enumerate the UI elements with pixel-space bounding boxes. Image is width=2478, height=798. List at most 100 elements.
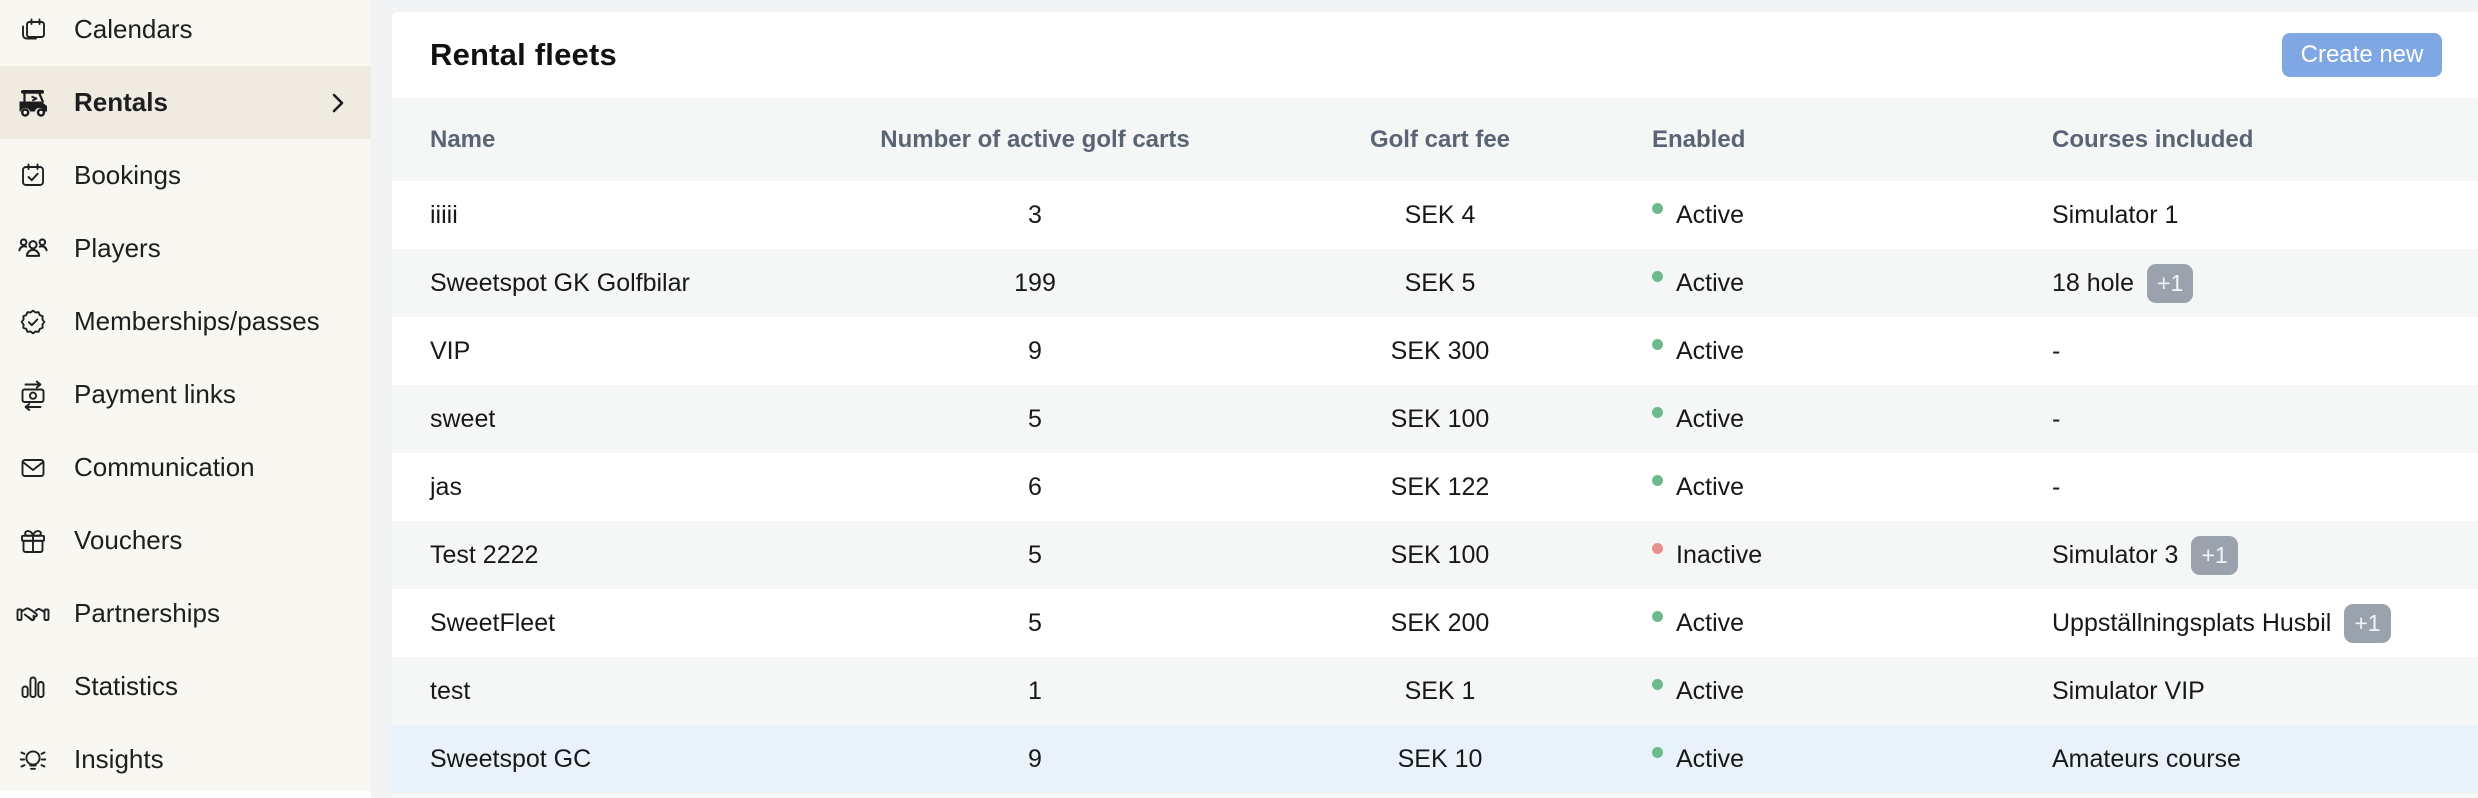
page-title: Rental fleets — [430, 37, 617, 72]
fleet-name-cell: SweetFleet — [430, 608, 556, 637]
sidebar-item-vouchers[interactable]: Vouchers — [0, 504, 371, 577]
sidebar-item-statistics[interactable]: Statistics — [0, 650, 371, 723]
enabled-status-cell: Inactive — [1652, 541, 2052, 570]
sidebar-item-label: Payment links — [74, 379, 236, 409]
active-status-dot-icon — [1652, 338, 1663, 350]
money-transfer-icon — [15, 378, 51, 412]
table-row[interactable]: jas 6 SEK 122 Active - — [392, 453, 2478, 521]
sidebar-item-label: Rentals — [74, 87, 168, 117]
sidebar-item-insights[interactable]: Insights — [0, 723, 371, 796]
active-carts-cell: 1 — [1028, 676, 1042, 705]
golf-cart-fee-cell: SEK 1 — [1404, 676, 1476, 705]
column-header-carts: Number of active golf carts — [880, 125, 1190, 153]
status-label: Active — [1676, 608, 1745, 637]
status-label: Active — [1676, 200, 1745, 229]
sidebar-item-payment-links[interactable]: Payment links — [0, 358, 371, 431]
table-row[interactable]: Sweetspot GC 9 SEK 10 Active Amateurs course — [392, 725, 2478, 793]
golf-cart-fee-cell: SEK 200 — [1390, 608, 1490, 637]
active-status-dot-icon — [1652, 270, 1663, 282]
chevron-right-icon — [325, 88, 351, 118]
table-header-row: Name Number of active golf carts Golf ca… — [392, 98, 2478, 181]
status-label: Active — [1676, 268, 1745, 297]
table-body: iiiii 3 SEK 4 Active Simulator 1 Sweetspot GK… — [392, 181, 2478, 793]
envelope-icon — [15, 451, 51, 485]
status-label: Active — [1676, 676, 1745, 705]
sidebar-item-label: Memberships/passes — [74, 306, 320, 336]
courses-included-cell: - — [2052, 405, 2448, 434]
sidebar-nav: Calendars Rentals Bookings Players Membershi… — [0, 0, 371, 796]
active-carts-cell: 5 — [1028, 540, 1042, 569]
column-header-enabled: Enabled — [1652, 125, 1746, 153]
sidebar-item-rentals[interactable]: Rentals — [0, 66, 371, 139]
calendars-icon — [15, 13, 51, 47]
table-row[interactable]: sweet 5 SEK 100 Active - — [392, 385, 2478, 453]
active-carts-cell: 199 — [1014, 268, 1056, 297]
more-courses-badge[interactable]: +1 — [2344, 603, 2391, 643]
courses-included-cell: Simulator VIP — [2052, 677, 2448, 706]
courses-included-cell: Simulator 3 +1 — [2052, 535, 2448, 575]
enabled-status-cell: Active — [1652, 337, 2052, 366]
courses-included-cell: 18 hole +1 — [2052, 263, 2448, 303]
active-carts-cell: 5 — [1028, 608, 1042, 637]
golf-cart-fee-cell: SEK 5 — [1404, 268, 1476, 297]
more-courses-badge[interactable]: +1 — [2147, 263, 2194, 303]
fleet-name-cell: Sweetspot GK Golfbilar — [430, 268, 690, 297]
enabled-status-cell: Active — [1652, 473, 2052, 502]
bar-chart-icon — [15, 670, 51, 704]
table-row[interactable]: iiiii 3 SEK 4 Active Simulator 1 — [392, 181, 2478, 249]
create-new-button[interactable]: Create new — [2282, 33, 2442, 77]
courses-included-cell: Amateurs course — [2052, 745, 2448, 774]
sidebar-item-players[interactable]: Players — [0, 212, 371, 285]
sidebar-item-label: Insights — [74, 744, 164, 774]
table-row[interactable]: Test 2222 5 SEK 100 Inactive Simulator 3 +1 — [392, 521, 2478, 589]
status-label: Active — [1676, 744, 1745, 773]
golf-cart-fee-cell: SEK 300 — [1390, 336, 1490, 365]
course-name: - — [2052, 472, 2061, 501]
enabled-status-cell: Active — [1652, 269, 2052, 298]
table-row[interactable]: VIP 9 SEK 300 Active - — [392, 317, 2478, 385]
course-name: Simulator 1 — [2052, 200, 2179, 229]
sidebar-item-communication[interactable]: Communication — [0, 431, 371, 504]
main-area: Rental fleets Create new Name Number of … — [371, 0, 2478, 798]
badge-check-icon — [15, 305, 51, 339]
active-carts-cell: 3 — [1028, 200, 1042, 229]
enabled-status-cell: Active — [1652, 201, 2052, 230]
table-row[interactable]: Sweetspot GK Golfbilar 199 SEK 5 Active 18 h… — [392, 249, 2478, 317]
sidebar-item-label: Partnerships — [74, 598, 220, 628]
table-row[interactable]: SweetFleet 5 SEK 200 Active Uppställningspla… — [392, 589, 2478, 657]
gift-icon — [15, 524, 51, 558]
inactive-status-dot-icon — [1652, 542, 1663, 554]
course-name: Simulator VIP — [2052, 676, 2205, 705]
course-name: Amateurs course — [2052, 744, 2241, 773]
sidebar-item-calendars[interactable]: Calendars — [0, 0, 371, 66]
golf-cart-fee-cell: SEK 122 — [1390, 472, 1490, 501]
fleet-name-cell: Test 2222 — [430, 540, 539, 569]
status-label: Active — [1676, 336, 1745, 365]
fleet-name-cell: test — [430, 676, 471, 705]
golf-cart-fee-cell: SEK 10 — [1397, 744, 1483, 773]
active-carts-cell: 6 — [1028, 472, 1042, 501]
sidebar-item-label: Calendars — [74, 14, 193, 44]
course-name: - — [2052, 336, 2061, 365]
sidebar-item-memberships[interactable]: Memberships/passes — [0, 285, 371, 358]
fleet-name-cell: jas — [430, 472, 462, 501]
status-label: Inactive — [1676, 540, 1763, 569]
sidebar-item-bookings[interactable]: Bookings — [0, 139, 371, 212]
courses-included-cell: - — [2052, 337, 2448, 366]
enabled-status-cell: Active — [1652, 609, 2052, 638]
table-row[interactable]: test 1 SEK 1 Active Simulator VIP — [392, 657, 2478, 725]
sidebar-item-label: Bookings — [74, 160, 181, 190]
active-status-dot-icon — [1652, 474, 1663, 486]
active-carts-cell: 5 — [1028, 404, 1042, 433]
golf-cart-fee-cell: SEK 4 — [1404, 200, 1476, 229]
lightbulb-icon — [15, 743, 51, 777]
sidebar-item-partnerships[interactable]: Partnerships — [0, 577, 371, 650]
fleet-name-cell: Sweetspot GC — [430, 744, 592, 773]
more-courses-badge[interactable]: +1 — [2191, 535, 2238, 575]
status-label: Active — [1676, 472, 1745, 501]
card-header: Rental fleets Create new — [392, 12, 2478, 98]
column-header-fee: Golf cart fee — [1369, 125, 1511, 153]
sidebar-item-label: Statistics — [74, 671, 179, 701]
calendar-check-icon — [15, 159, 51, 193]
enabled-status-cell: Active — [1652, 405, 2052, 434]
